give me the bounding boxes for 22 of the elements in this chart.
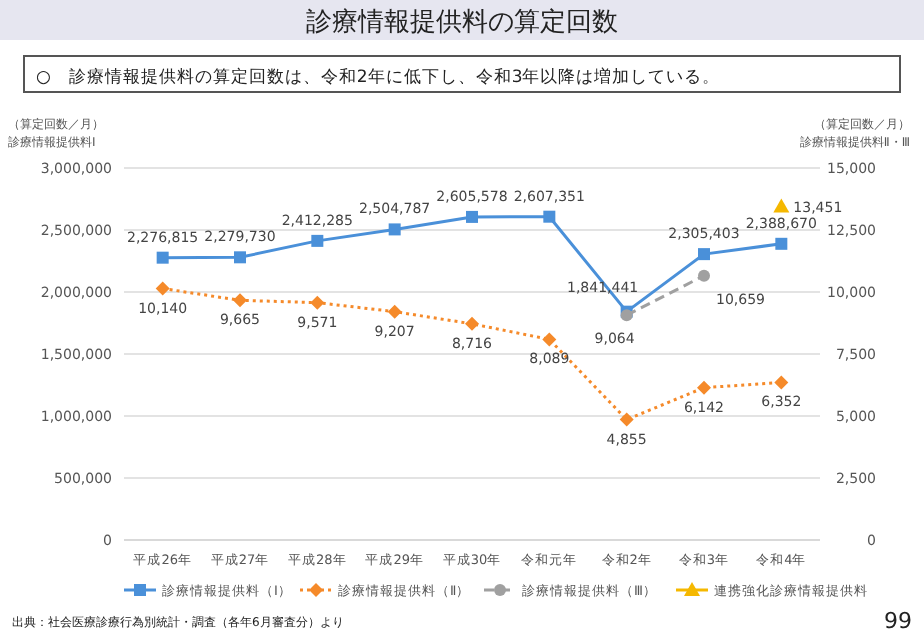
point (619, 412, 634, 427)
point (698, 248, 710, 261)
point (155, 281, 170, 296)
point (697, 380, 711, 395)
point (698, 269, 710, 282)
point (156, 251, 169, 264)
point (543, 210, 556, 223)
point (310, 295, 325, 310)
point (466, 210, 478, 223)
point (775, 237, 788, 250)
point (233, 293, 247, 308)
chart-subtitle: ○ 診療情報提供料の算定回数は、令和2年に低下し、令和3年以降は増加している。 (36, 66, 721, 88)
text: 99 (884, 608, 912, 634)
chart-title: 診療情報提供料の算定回数 (306, 8, 618, 38)
point (465, 316, 479, 331)
point (542, 332, 557, 347)
point (773, 198, 790, 213)
point (311, 234, 324, 247)
point (388, 223, 401, 236)
point (234, 251, 246, 264)
point (387, 304, 402, 319)
point (774, 375, 789, 390)
